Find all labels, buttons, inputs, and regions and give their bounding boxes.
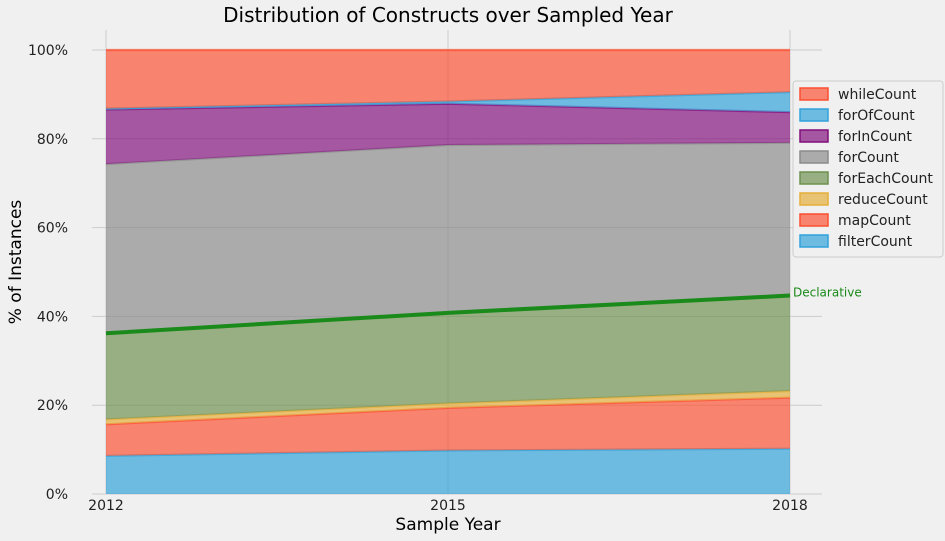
area-forEachCount	[106, 295, 790, 420]
legend-swatch-forEachCount	[799, 171, 829, 185]
chart-title: Distribution of Constructs over Sampled …	[223, 3, 673, 27]
x-tick-labels: 2012 2015 2018	[88, 498, 808, 514]
legend: whileCount forOfCount forInCount forCount fo…	[792, 80, 944, 258]
y-tick-label: 40%	[37, 309, 68, 325]
declarative-line-group: Declarative	[105, 286, 862, 336]
area-whileCount	[106, 50, 790, 109]
x-tick-label: 2018	[772, 498, 808, 514]
legend-swatch-mapCount	[799, 213, 829, 227]
y-tick-label: 60%	[37, 221, 68, 237]
legend-label-forEachCount: forEachCount	[838, 171, 933, 187]
legend-swatch-forOfCount	[799, 108, 829, 122]
y-tick-label: 100%	[28, 43, 68, 59]
legend-label-reduceCount: reduceCount	[838, 192, 928, 208]
y-tick-label: 20%	[37, 398, 68, 414]
area-series	[105, 48, 791, 494]
x-tick-label: 2012	[88, 498, 124, 514]
legend-label-mapCount: mapCount	[838, 213, 911, 229]
legend-swatch-filterCount	[799, 234, 829, 248]
legend-swatch-reduceCount	[799, 192, 829, 206]
legend-swatch-forInCount	[799, 129, 829, 143]
area-mapCount	[106, 397, 790, 456]
legend-label-filterCount: filterCount	[838, 234, 913, 250]
legend-label-forCount: forCount	[838, 150, 899, 166]
y-tick-label: 0%	[46, 487, 68, 503]
x-axis-label: Sample Year	[395, 515, 500, 535]
area-forInCount	[106, 103, 790, 165]
declarative-annotation: Declarative	[793, 286, 862, 300]
legend-swatch-whileCount	[799, 87, 829, 101]
legend-label-forOfCount: forOfCount	[838, 108, 915, 124]
legend-label-whileCount: whileCount	[838, 87, 917, 103]
y-tick-labels: 0% 20% 40% 60% 80% 100%	[28, 43, 68, 503]
legend-box	[792, 80, 944, 258]
area-reduceCount	[106, 390, 790, 425]
y-axis-label: % of Instances	[6, 200, 26, 325]
legend-swatch-forCount	[799, 150, 829, 164]
declarative-line	[105, 293, 791, 336]
legend-label-forInCount: forInCount	[838, 129, 912, 145]
area-filterCount	[106, 448, 790, 494]
area-forCount	[106, 142, 790, 334]
x-tick-label: 2015	[430, 498, 466, 514]
y-tick-label: 80%	[37, 132, 68, 148]
